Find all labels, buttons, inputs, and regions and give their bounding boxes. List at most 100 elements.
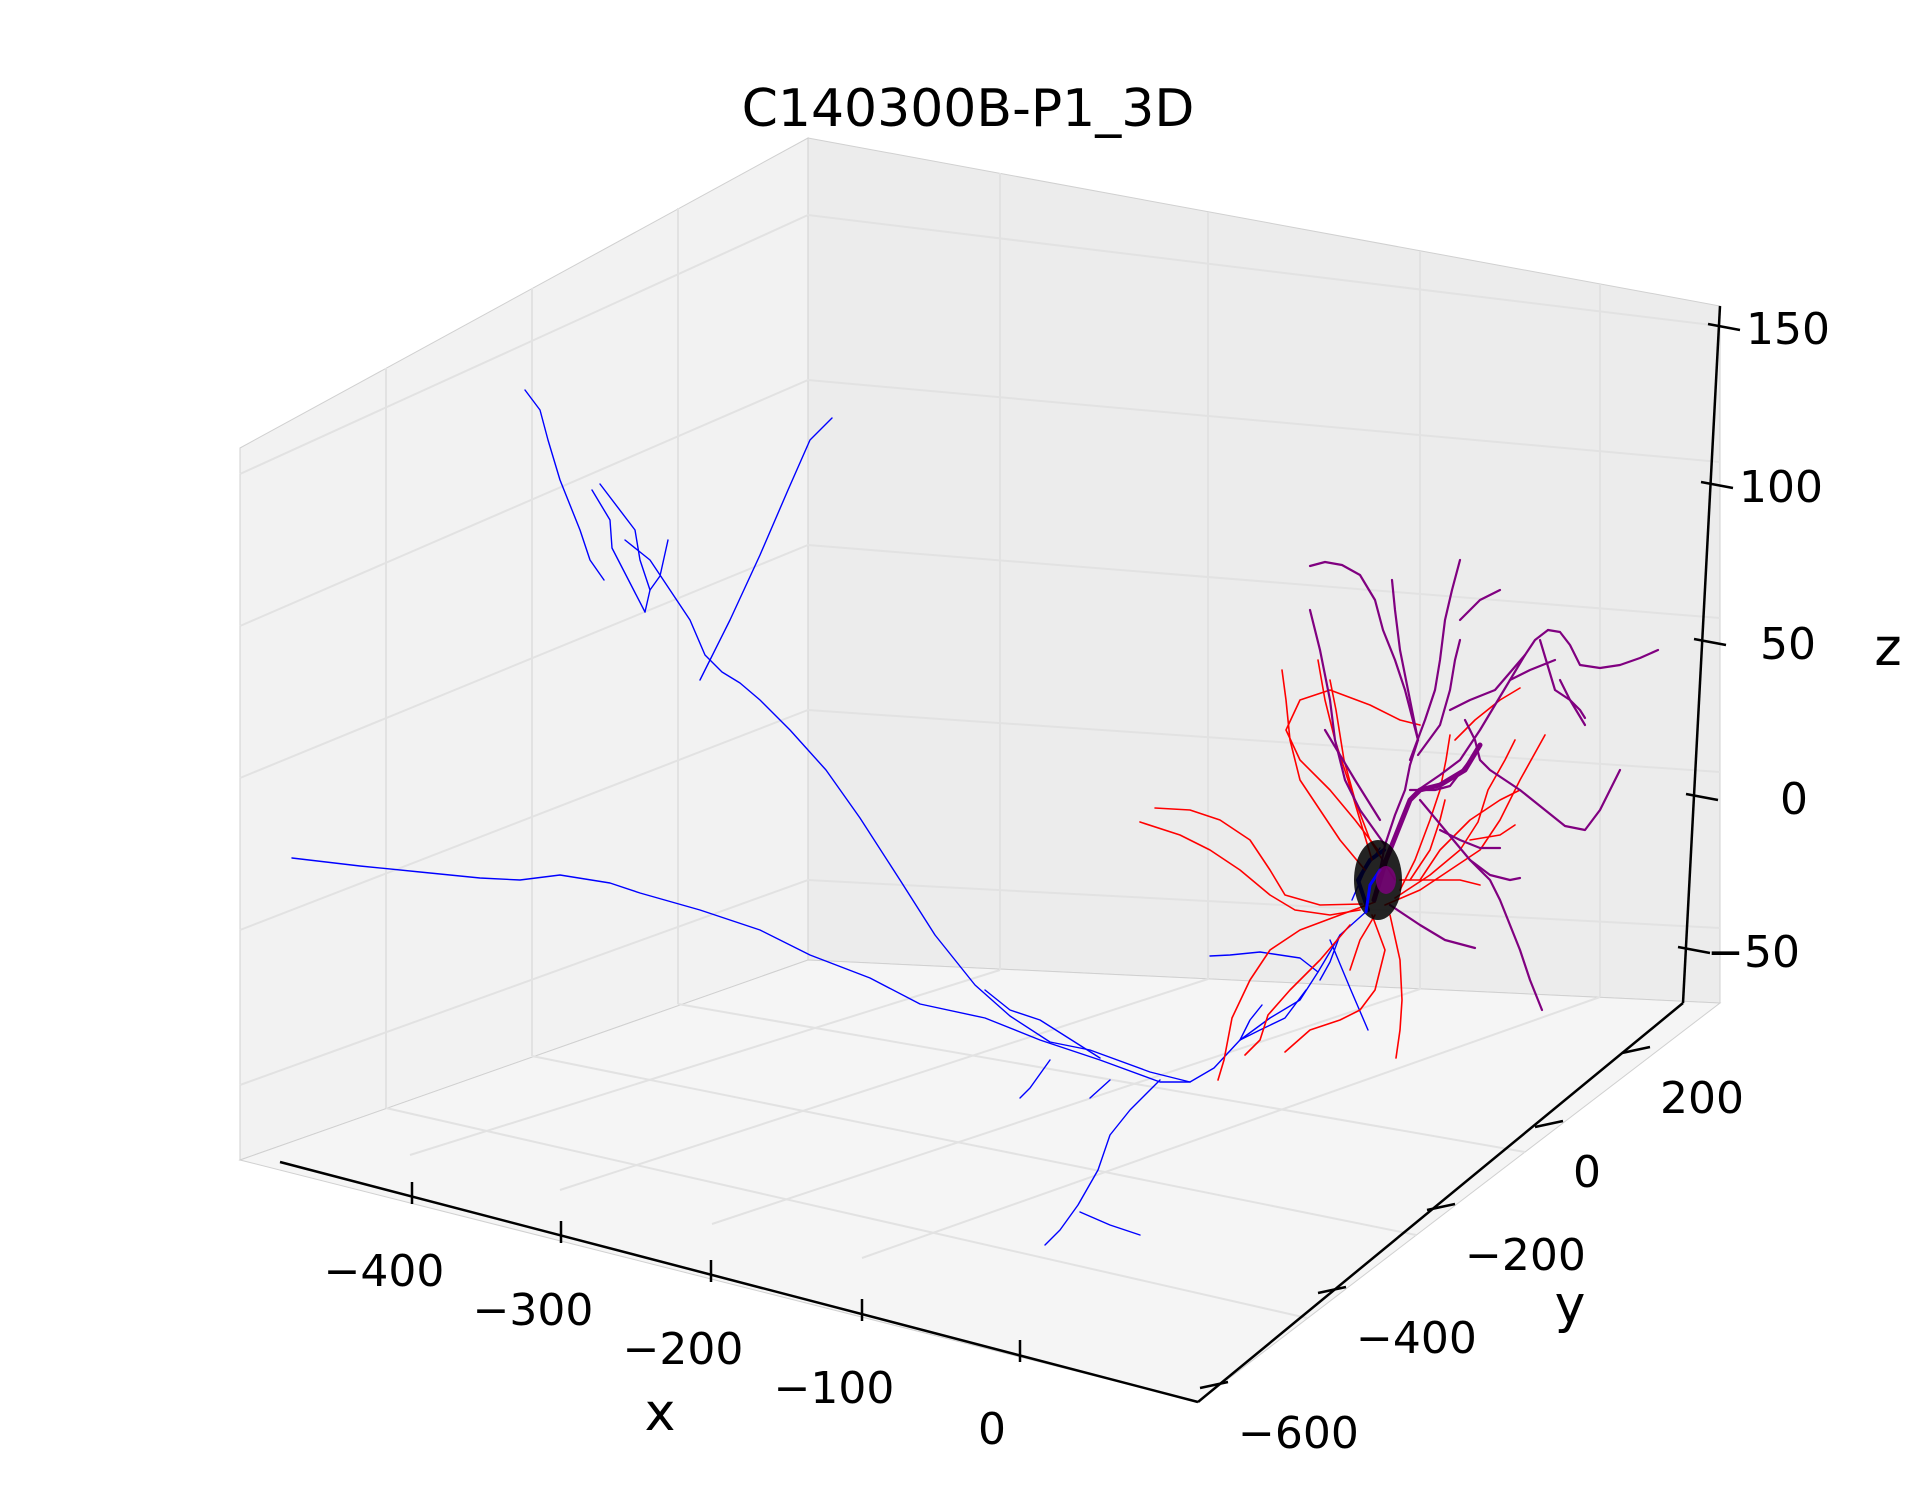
chart-title: C140300B-P1_3D <box>742 79 1195 139</box>
y-tick-mark <box>1317 1285 1347 1295</box>
apical-dendrite-branch <box>1438 828 1502 850</box>
y-tick-label: −400 <box>1356 1313 1477 1364</box>
y-tick-mark <box>1426 1202 1456 1212</box>
basal-dendrite-branch <box>1399 879 1481 886</box>
y-axis-line <box>1197 1002 1684 1403</box>
z-tick-mark <box>1707 322 1741 332</box>
basal-dendrite-branch <box>1154 807 1363 906</box>
apical-dendrite-branch <box>1463 718 1622 832</box>
apical-dendrite-branch <box>1388 903 1477 950</box>
z-tick-label: 0 <box>1780 774 1808 825</box>
axon-branch <box>1239 989 1307 1041</box>
apical-dendrite-branch <box>1323 728 1382 822</box>
basal-dendrite-branch <box>1285 689 1421 851</box>
z-tick-mark <box>1677 945 1711 955</box>
grid-line <box>239 708 1721 931</box>
axes-panes <box>238 137 1722 1403</box>
grid-line <box>711 988 1421 1225</box>
axon-branch <box>524 389 605 581</box>
apical-dendrite-branch <box>1390 578 1420 742</box>
basal-dendrite-branch <box>1469 824 1516 841</box>
axon-branch <box>984 989 1101 1059</box>
grid-lines <box>239 173 1721 1319</box>
grid-line <box>861 996 1601 1259</box>
grid-line <box>531 1055 1417 1236</box>
axis-lines <box>279 305 1722 1404</box>
basal-dendrite-branch <box>1394 739 1516 899</box>
grid-line <box>239 213 1721 475</box>
basal-dendrite-branch <box>1419 789 1521 881</box>
z-axis-line <box>1681 305 1722 1004</box>
grid-line <box>239 878 1721 1086</box>
basal-dendrite-branch <box>1281 669 1366 871</box>
y-tick-mark <box>1621 1045 1651 1055</box>
grid-line <box>239 378 1721 627</box>
grid-line <box>559 978 1209 1191</box>
basal-dendrite-branch <box>1389 914 1403 1059</box>
grid-line <box>677 1003 1526 1153</box>
axon-branch <box>1079 1211 1141 1236</box>
z-tick-mark <box>1700 480 1734 490</box>
axon-branch <box>1044 1079 1161 1246</box>
grid-line <box>239 543 1721 779</box>
x-tick-label: −300 <box>473 1285 594 1336</box>
basal-dendrite-branch <box>1139 821 1361 916</box>
apical-dendrite-branch <box>1418 798 1544 1012</box>
soma-apical-origin <box>1376 866 1396 894</box>
x-axis-label: x <box>645 1383 676 1443</box>
axon-branch <box>1019 1059 1051 1099</box>
basal-dendrite-branch <box>1217 901 1376 1081</box>
z-tick-label: −50 <box>1707 927 1800 978</box>
basal-dendrite-branch <box>1284 914 1386 1053</box>
apical-dendrite-branch <box>1546 628 1660 670</box>
y-tick-mark <box>1534 1119 1564 1129</box>
basal-dendrite-branch <box>1317 659 1373 861</box>
axon-branch <box>291 857 1369 1083</box>
apical-dendrite-branch <box>1468 858 1522 882</box>
grid-line <box>409 969 1001 1156</box>
axon-branch <box>644 539 669 613</box>
y-tick-label: 0 <box>1573 1147 1601 1198</box>
apical-dendrite-branch <box>1308 608 1387 847</box>
x-tick-label: −100 <box>774 1363 895 1414</box>
apical-dendrite-branch <box>1416 628 1550 792</box>
y-tick-label: −600 <box>1238 1408 1359 1459</box>
grid-line <box>385 1107 1308 1319</box>
z-axis-label: z <box>1874 618 1901 678</box>
axon-branch <box>1089 1079 1111 1099</box>
basal-dendrite-branch <box>1409 799 1446 881</box>
z-tick-mark <box>1685 792 1719 802</box>
z-tick-label: 100 <box>1739 462 1823 513</box>
y-axis-label: y <box>1555 1275 1586 1335</box>
axon-branch <box>591 489 646 613</box>
neuron-morphology <box>291 389 1660 1246</box>
apical-dendrite-branch <box>1458 588 1502 622</box>
x-tick-label: 0 <box>978 1404 1006 1455</box>
apical-dendrite-branch <box>1558 678 1587 720</box>
apical-dendrite-branch <box>1448 653 1527 712</box>
z-tick-mark <box>1693 637 1727 647</box>
axon-branch <box>624 539 1191 1083</box>
basal-dendrite-branch <box>1399 734 1451 891</box>
axon-branch <box>599 483 651 591</box>
y-tick-mark <box>1199 1380 1229 1390</box>
axon-branch <box>1319 934 1341 981</box>
floor-pane <box>238 959 1722 1403</box>
basal-dendrite-branch <box>1384 734 1546 906</box>
axon-branch <box>1209 951 1319 973</box>
basal-dendrite-branch <box>1349 914 1376 971</box>
basal-dendrite-branch <box>1454 687 1521 741</box>
z-tick-label: 50 <box>1760 619 1816 670</box>
axon-branch <box>699 417 833 681</box>
axon-branch <box>1239 1004 1263 1041</box>
axon-branch <box>1329 939 1369 1031</box>
basal-dendrite-branch <box>1244 924 1351 1056</box>
z-tick-label: 150 <box>1746 304 1830 355</box>
x-tick-label: −400 <box>324 1246 445 1297</box>
ticks: −400 −300 −200 −100 0 −600 −400 −200 0 200 −50 0 50 1… <box>324 304 1830 1459</box>
apical-dendrite-branch <box>1538 638 1587 727</box>
x-tick-label: −200 <box>623 1324 744 1375</box>
y-tick-label: −200 <box>1465 1230 1586 1281</box>
apical-dendrite-branch <box>1308 560 1420 742</box>
